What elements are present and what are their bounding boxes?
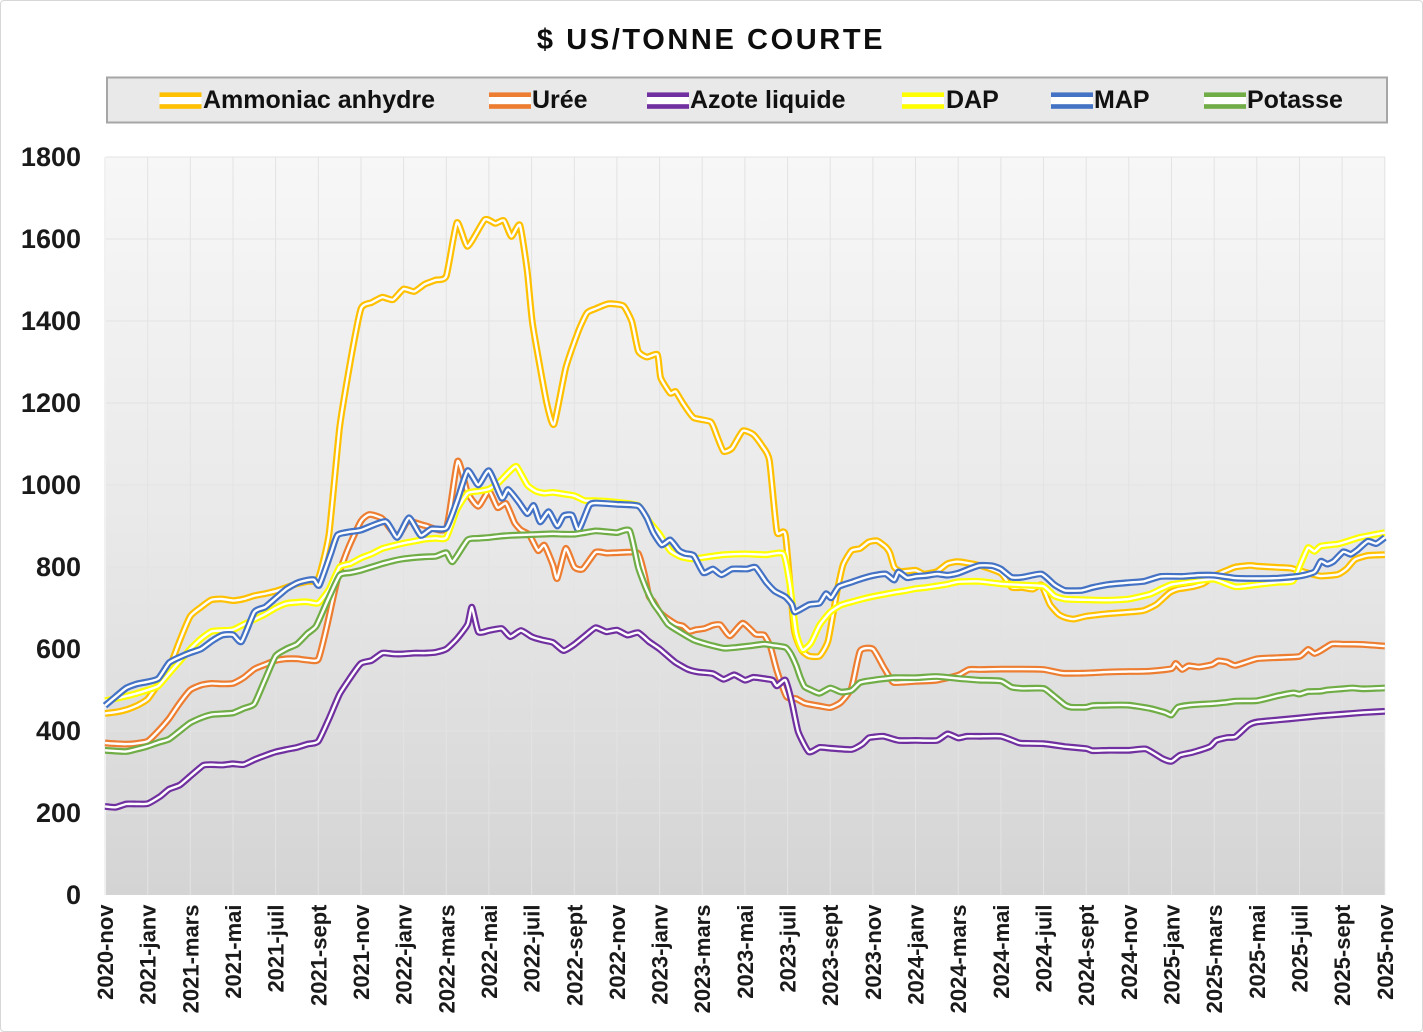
svg-text:2022-mai: 2022-mai	[477, 905, 502, 999]
svg-text:2025-janv: 2025-janv	[1160, 904, 1185, 1005]
svg-text:2021-janv: 2021-janv	[136, 904, 161, 1005]
svg-text:2025-mars: 2025-mars	[1202, 905, 1227, 1014]
svg-text:2023-nov: 2023-nov	[861, 904, 886, 1000]
svg-text:2022-janv: 2022-janv	[392, 904, 417, 1005]
svg-text:2021-sept: 2021-sept	[306, 904, 331, 1006]
svg-text:2023-sept: 2023-sept	[818, 904, 843, 1006]
svg-text:800: 800	[36, 552, 81, 582]
svg-text:2022-sept: 2022-sept	[562, 904, 587, 1006]
svg-text:DAP: DAP	[946, 86, 999, 114]
svg-text:2023-mars: 2023-mars	[690, 905, 715, 1014]
svg-text:600: 600	[36, 634, 81, 664]
svg-text:$ US/TONNE COURTE: $ US/TONNE COURTE	[537, 24, 885, 56]
svg-text:1800: 1800	[21, 142, 81, 172]
svg-text:2023-mai: 2023-mai	[733, 905, 758, 999]
svg-text:2021-mai: 2021-mai	[221, 905, 246, 999]
svg-text:2024-juil: 2024-juil	[1032, 905, 1057, 993]
svg-text:2023-janv: 2023-janv	[648, 904, 673, 1005]
svg-text:2024-nov: 2024-nov	[1117, 904, 1142, 1000]
svg-text:2021-mars: 2021-mars	[178, 905, 203, 1014]
svg-text:1000: 1000	[21, 470, 81, 500]
svg-text:2024-mai: 2024-mai	[989, 905, 1014, 999]
svg-text:0: 0	[66, 880, 81, 910]
svg-text:2024-sept: 2024-sept	[1074, 904, 1099, 1006]
svg-text:2024-janv: 2024-janv	[904, 904, 929, 1005]
svg-text:2022-mars: 2022-mars	[434, 905, 459, 1014]
svg-text:2021-juil: 2021-juil	[264, 905, 289, 993]
svg-text:2023-juil: 2023-juil	[776, 905, 801, 993]
svg-text:2025-juil: 2025-juil	[1288, 905, 1313, 993]
svg-text:Ammoniac anhydre: Ammoniac anhydre	[203, 86, 435, 114]
svg-text:400: 400	[36, 716, 81, 746]
svg-text:2025-nov: 2025-nov	[1373, 904, 1398, 1000]
svg-text:2020-nov: 2020-nov	[93, 904, 118, 1000]
svg-text:2021-nov: 2021-nov	[349, 904, 374, 1000]
svg-text:Urée: Urée	[532, 86, 588, 114]
svg-text:Potasse: Potasse	[1247, 86, 1343, 114]
svg-text:2025-sept: 2025-sept	[1330, 904, 1355, 1006]
svg-text:1200: 1200	[21, 388, 81, 418]
svg-text:2025-mai: 2025-mai	[1245, 905, 1270, 999]
svg-text:2022-nov: 2022-nov	[605, 904, 630, 1000]
svg-text:2022-juil: 2022-juil	[520, 905, 545, 993]
svg-text:2024-mars: 2024-mars	[946, 904, 971, 1013]
svg-text:200: 200	[36, 798, 81, 828]
svg-text:Azote liquide: Azote liquide	[690, 86, 846, 114]
svg-text:MAP: MAP	[1094, 86, 1150, 114]
svg-text:1600: 1600	[21, 224, 81, 254]
svg-text:1400: 1400	[21, 306, 81, 336]
